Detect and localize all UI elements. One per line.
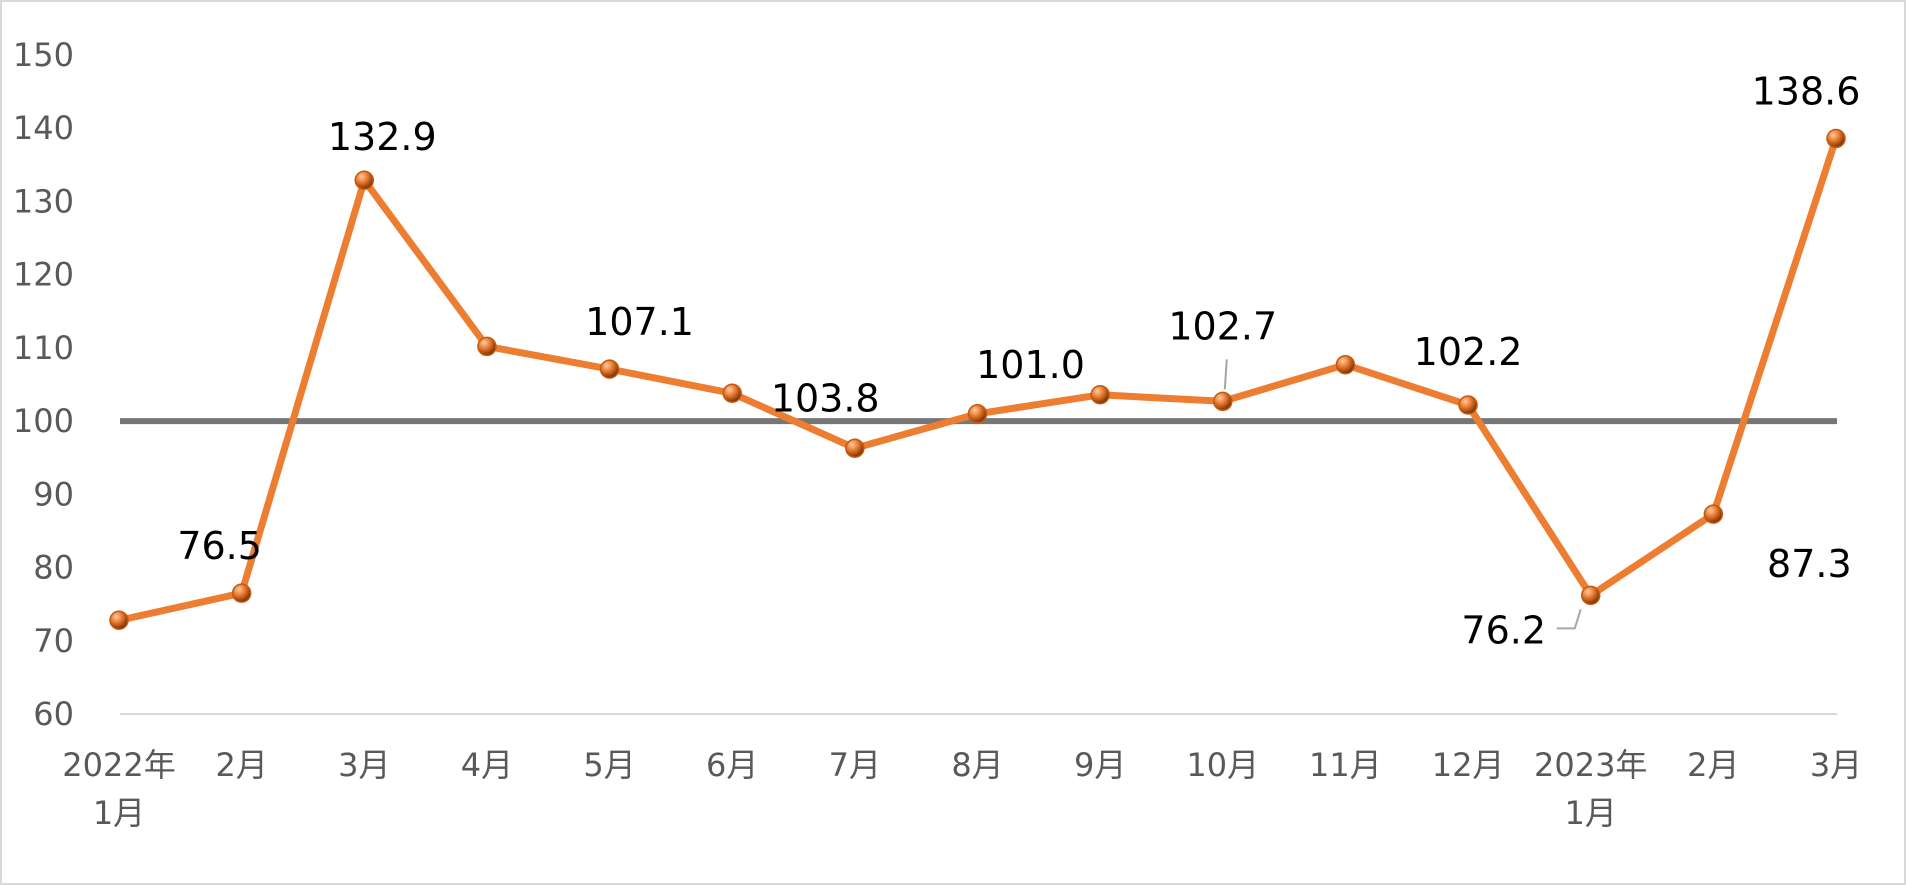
data-point [354, 170, 375, 190]
data-label: 87.3 [1767, 542, 1852, 586]
y-tick-label: 140 [13, 109, 74, 147]
data-label: 102.2 [1414, 330, 1523, 374]
x-tick-label: 9月 [1074, 746, 1126, 784]
y-tick-label: 90 [33, 475, 74, 513]
y-tick-label: 120 [13, 256, 74, 294]
x-tick-label: 11月 [1309, 746, 1382, 784]
leader-line [1556, 609, 1582, 630]
x-tick-label: 7月 [829, 746, 881, 784]
data-point [477, 336, 497, 357]
x-tick-label: 8月 [951, 746, 1003, 784]
x-tick-label: 6月 [706, 746, 758, 784]
y-tick-label: 100 [13, 402, 74, 440]
data-point [109, 610, 129, 631]
x-tick-label: 3月 [1810, 746, 1862, 784]
data-point [1703, 504, 1724, 524]
x-tick-label: 1月 [1565, 794, 1617, 832]
data-point [722, 383, 742, 404]
series-group [109, 128, 1846, 631]
y-tick-label: 150 [13, 36, 74, 74]
data-point [231, 583, 252, 603]
y-axis-ticks: 60 70 80 90 100 110 120 130 140 150 [13, 36, 74, 733]
data-point [599, 359, 620, 379]
x-tick-label: 5月 [583, 746, 635, 784]
data-point [1458, 395, 1478, 415]
data-point [1213, 391, 1233, 412]
data-point [845, 438, 865, 458]
data-point [967, 404, 988, 424]
y-tick-label: 110 [13, 329, 74, 367]
x-tick-label: 10月 [1186, 746, 1259, 784]
data-point [1580, 585, 1601, 606]
data-label: 76.2 [1461, 608, 1546, 652]
data-label: 76.5 [177, 524, 262, 568]
data-label: 107.1 [585, 300, 694, 344]
x-tick-label: 4月 [461, 746, 513, 784]
x-tick-label: 2023年 [1534, 746, 1647, 784]
leader-lines [1223, 359, 1582, 630]
x-tick-label: 2022年 [62, 746, 175, 784]
data-labels: 76.5 132.9 107.1 103.8 101.0 102.7 102.2 76.2 87… [177, 69, 1860, 652]
data-label: 101.0 [976, 343, 1085, 387]
leader-line [1223, 359, 1228, 390]
x-tick-label: 2月 [1687, 746, 1739, 784]
x-tick-label: 2月 [215, 746, 267, 784]
data-label: 103.8 [771, 376, 880, 420]
x-tick-label: 3月 [338, 746, 390, 784]
data-point [1826, 128, 1846, 149]
x-tick-label: 1月 [93, 794, 145, 832]
y-tick-label: 70 [33, 622, 74, 660]
y-tick-label: 80 [33, 549, 74, 587]
y-tick-label: 60 [33, 695, 74, 733]
data-label: 102.7 [1168, 304, 1277, 348]
data-label: 138.6 [1752, 69, 1861, 113]
data-point [1090, 385, 1110, 405]
y-tick-label: 130 [13, 182, 74, 220]
data-label: 132.9 [328, 115, 437, 159]
x-tick-label: 12月 [1432, 746, 1505, 784]
data-point [1335, 354, 1356, 375]
x-axis-ticks: 2022年 1月 2月 3月 4月 5月 6月 7月 8月 9月 10月 11月 12月 2023年 1月 2… [62, 746, 1862, 832]
